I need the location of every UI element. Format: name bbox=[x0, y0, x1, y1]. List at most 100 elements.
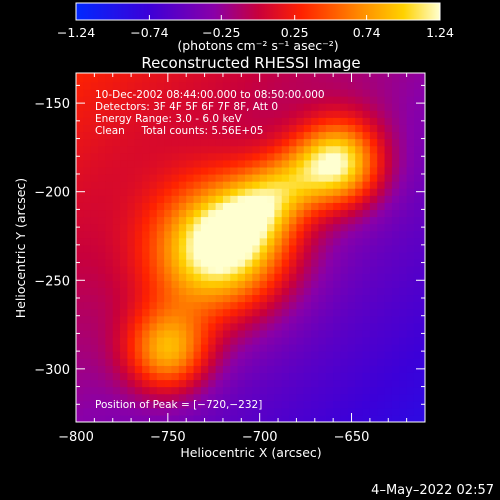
heatmap-cell bbox=[112, 315, 121, 324]
heatmap-cell bbox=[355, 181, 364, 189]
heatmap-cell bbox=[413, 358, 422, 366]
heatmap-cell bbox=[186, 195, 195, 203]
heatmap-cell bbox=[413, 131, 422, 140]
heatmap-cell bbox=[134, 372, 143, 381]
heatmap-cell bbox=[164, 251, 173, 260]
heatmap-cell bbox=[281, 315, 290, 324]
heatmap-cell bbox=[369, 223, 378, 232]
heatmap-cell bbox=[178, 280, 187, 288]
heatmap-cell bbox=[142, 407, 151, 416]
heatmap-cell bbox=[311, 131, 320, 140]
heatmap-cell bbox=[311, 138, 320, 147]
heatmap-cell bbox=[230, 266, 239, 274]
heatmap-cell bbox=[289, 386, 298, 395]
heatmap-cell bbox=[200, 195, 209, 203]
heatmap-cell bbox=[149, 195, 158, 203]
heatmap-cell bbox=[200, 166, 209, 175]
heatmap-cell bbox=[296, 209, 305, 218]
heatmap-cell bbox=[98, 372, 106, 381]
heatmap-cell bbox=[369, 358, 378, 366]
heatmap-cell bbox=[296, 88, 305, 97]
heatmap-cell bbox=[325, 152, 334, 161]
y-axis-label: Heliocentric Y (arcsec) bbox=[13, 178, 28, 318]
heatmap-cell bbox=[377, 81, 386, 90]
heatmap-cell bbox=[186, 81, 195, 90]
heatmap-cell bbox=[134, 273, 143, 281]
heatmap-cell bbox=[413, 393, 422, 402]
heatmap-cell bbox=[171, 315, 180, 324]
heatmap-cell bbox=[149, 336, 158, 345]
heatmap-cell bbox=[303, 266, 312, 274]
heatmap-cell bbox=[222, 393, 231, 402]
heatmap-cell bbox=[83, 96, 92, 104]
heatmap-cell bbox=[421, 322, 425, 331]
heatmap-cell bbox=[406, 159, 415, 168]
heatmap-cell bbox=[340, 315, 349, 324]
heatmap-cell bbox=[267, 365, 275, 373]
heatmap-cell bbox=[222, 152, 231, 161]
heatmap-cell bbox=[384, 336, 393, 345]
heatmap-cell bbox=[134, 237, 143, 246]
heatmap-cell bbox=[377, 393, 386, 402]
heatmap-cell bbox=[369, 110, 378, 118]
heatmap-cell bbox=[76, 407, 84, 416]
heatmap-cell bbox=[347, 301, 356, 310]
heatmap-cell bbox=[362, 181, 371, 189]
heatmap-cell bbox=[105, 152, 114, 161]
heatmap-cell bbox=[281, 181, 290, 189]
heatmap-cell bbox=[200, 294, 209, 303]
heatmap-cell bbox=[98, 294, 106, 303]
heatmap-cell bbox=[98, 117, 106, 125]
heatmap-cell bbox=[171, 287, 180, 296]
heatmap-cell bbox=[142, 74, 151, 83]
heatmap-cell bbox=[237, 273, 246, 281]
heatmap-cell bbox=[413, 166, 422, 175]
heatmap-cell bbox=[178, 336, 187, 345]
heatmap-cell bbox=[362, 216, 371, 225]
heatmap-cell bbox=[303, 251, 312, 260]
heatmap-cell bbox=[208, 414, 217, 422]
heatmap-cell bbox=[76, 280, 84, 288]
heatmap-cell bbox=[105, 124, 114, 133]
heatmap-cell bbox=[391, 195, 400, 203]
heatmap-cell bbox=[413, 223, 422, 232]
heatmap-cell bbox=[281, 152, 290, 161]
heatmap-cell bbox=[421, 181, 425, 189]
heatmap-cell bbox=[267, 216, 275, 225]
heatmap-cell bbox=[134, 351, 143, 359]
heatmap-cell bbox=[274, 351, 283, 359]
heatmap-cell bbox=[83, 322, 92, 331]
heatmap-cell bbox=[384, 294, 393, 303]
heatmap-cell bbox=[142, 400, 151, 409]
heatmap-cell bbox=[391, 152, 400, 161]
heatmap-cell bbox=[222, 181, 231, 189]
y-tick-label: −250 bbox=[34, 274, 70, 289]
heatmap-cell bbox=[406, 230, 415, 239]
heatmap-cell bbox=[215, 301, 224, 310]
heatmap-cell bbox=[149, 96, 158, 104]
heatmap-cell bbox=[149, 372, 158, 381]
heatmap-cell bbox=[105, 365, 114, 373]
heatmap-cell bbox=[230, 407, 239, 416]
heatmap-cell bbox=[215, 138, 224, 147]
heatmap-cell bbox=[406, 124, 415, 133]
heatmap-cell bbox=[200, 202, 209, 211]
heatmap-cell bbox=[83, 81, 92, 90]
heatmap-cell bbox=[142, 188, 151, 196]
heatmap-cell bbox=[186, 280, 195, 288]
heatmap-cell bbox=[259, 117, 268, 125]
heatmap-cell bbox=[98, 81, 106, 90]
heatmap-cell bbox=[142, 280, 151, 288]
heatmap-cell bbox=[244, 294, 253, 303]
heatmap-cell bbox=[377, 372, 386, 381]
heatmap-cell bbox=[215, 188, 224, 196]
heatmap-cell bbox=[252, 159, 261, 168]
heatmap-cell bbox=[244, 393, 253, 402]
heatmap-cell bbox=[193, 294, 202, 303]
heatmap-cell bbox=[391, 96, 400, 104]
heatmap-cell bbox=[215, 88, 224, 97]
heatmap-cell bbox=[222, 209, 231, 218]
heatmap-cell bbox=[83, 294, 92, 303]
heatmap-cell bbox=[369, 216, 378, 225]
heatmap-cell bbox=[186, 166, 195, 175]
